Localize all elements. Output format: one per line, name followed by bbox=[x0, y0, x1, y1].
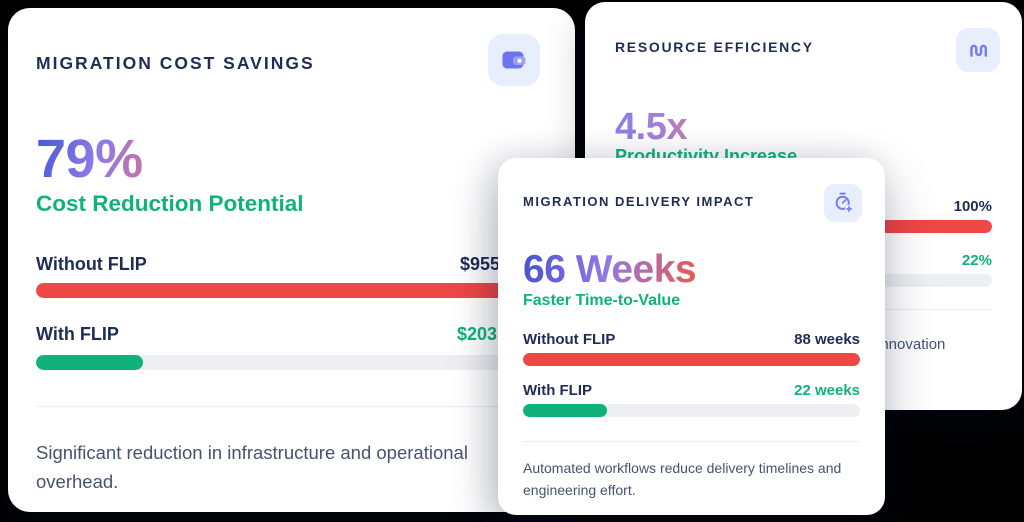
card-description-fragment: innovation bbox=[877, 336, 946, 353]
bar-track bbox=[36, 354, 547, 370]
comparison-row-without-flip: Without FLIP $955 bbox=[36, 253, 547, 298]
row-value: 22% bbox=[961, 252, 992, 269]
bar-fill-red bbox=[523, 353, 860, 366]
metric-value: 4.5x bbox=[615, 106, 687, 148]
comparison-row-with-flip: With FLIP $203 bbox=[36, 323, 547, 370]
bar-track bbox=[523, 353, 860, 366]
card-title: MIGRATION DELIVERY IMPACT bbox=[523, 194, 755, 209]
bar-fill-green bbox=[523, 404, 608, 417]
divider bbox=[523, 441, 860, 442]
metric-value: 66 Weeks bbox=[523, 248, 697, 291]
card-title: MIGRATION COST SAVINGS bbox=[36, 53, 315, 73]
bar-track bbox=[36, 282, 547, 298]
row-value: 88 weeks bbox=[794, 331, 860, 348]
wallet-icon bbox=[488, 34, 540, 86]
row-value: 100% bbox=[953, 198, 992, 215]
card-description: Automated workflows reduce delivery time… bbox=[523, 460, 842, 498]
comparison-row-without-flip: Without FLIP 88 weeks bbox=[523, 330, 860, 366]
card-title: RESOURCE EFFICIENCY bbox=[615, 39, 814, 55]
metric-label: Faster Time-to-Value bbox=[523, 292, 681, 309]
row-label: Without FLIP bbox=[523, 331, 616, 348]
metric-value: 79% bbox=[36, 128, 143, 189]
comparison-row-with-flip: With FLIP 22 weeks bbox=[523, 381, 860, 417]
card-description: Significant reduction in infrastructure … bbox=[36, 441, 468, 492]
waveform-icon bbox=[956, 28, 1000, 72]
bar-fill-green bbox=[36, 354, 144, 370]
row-value: $203 bbox=[456, 323, 497, 344]
row-label: With FLIP bbox=[523, 382, 593, 399]
row-value: $955 bbox=[459, 253, 500, 274]
bar-track bbox=[523, 404, 860, 417]
divider bbox=[36, 405, 547, 407]
bar-fill-red bbox=[36, 282, 547, 298]
stopwatch-plus-icon bbox=[824, 184, 862, 222]
metric-label: Cost Reduction Potential bbox=[36, 190, 304, 216]
card-migration-delivery-impact: MIGRATION DELIVERY IMPACT 66 Weeks Faste… bbox=[498, 158, 885, 515]
row-label: With FLIP bbox=[36, 323, 119, 344]
card-migration-cost-savings: MIGRATION COST SAVINGS 79% Cost Reductio… bbox=[8, 8, 575, 512]
row-value: 22 weeks bbox=[794, 382, 860, 399]
row-label: Without FLIP bbox=[36, 253, 147, 274]
